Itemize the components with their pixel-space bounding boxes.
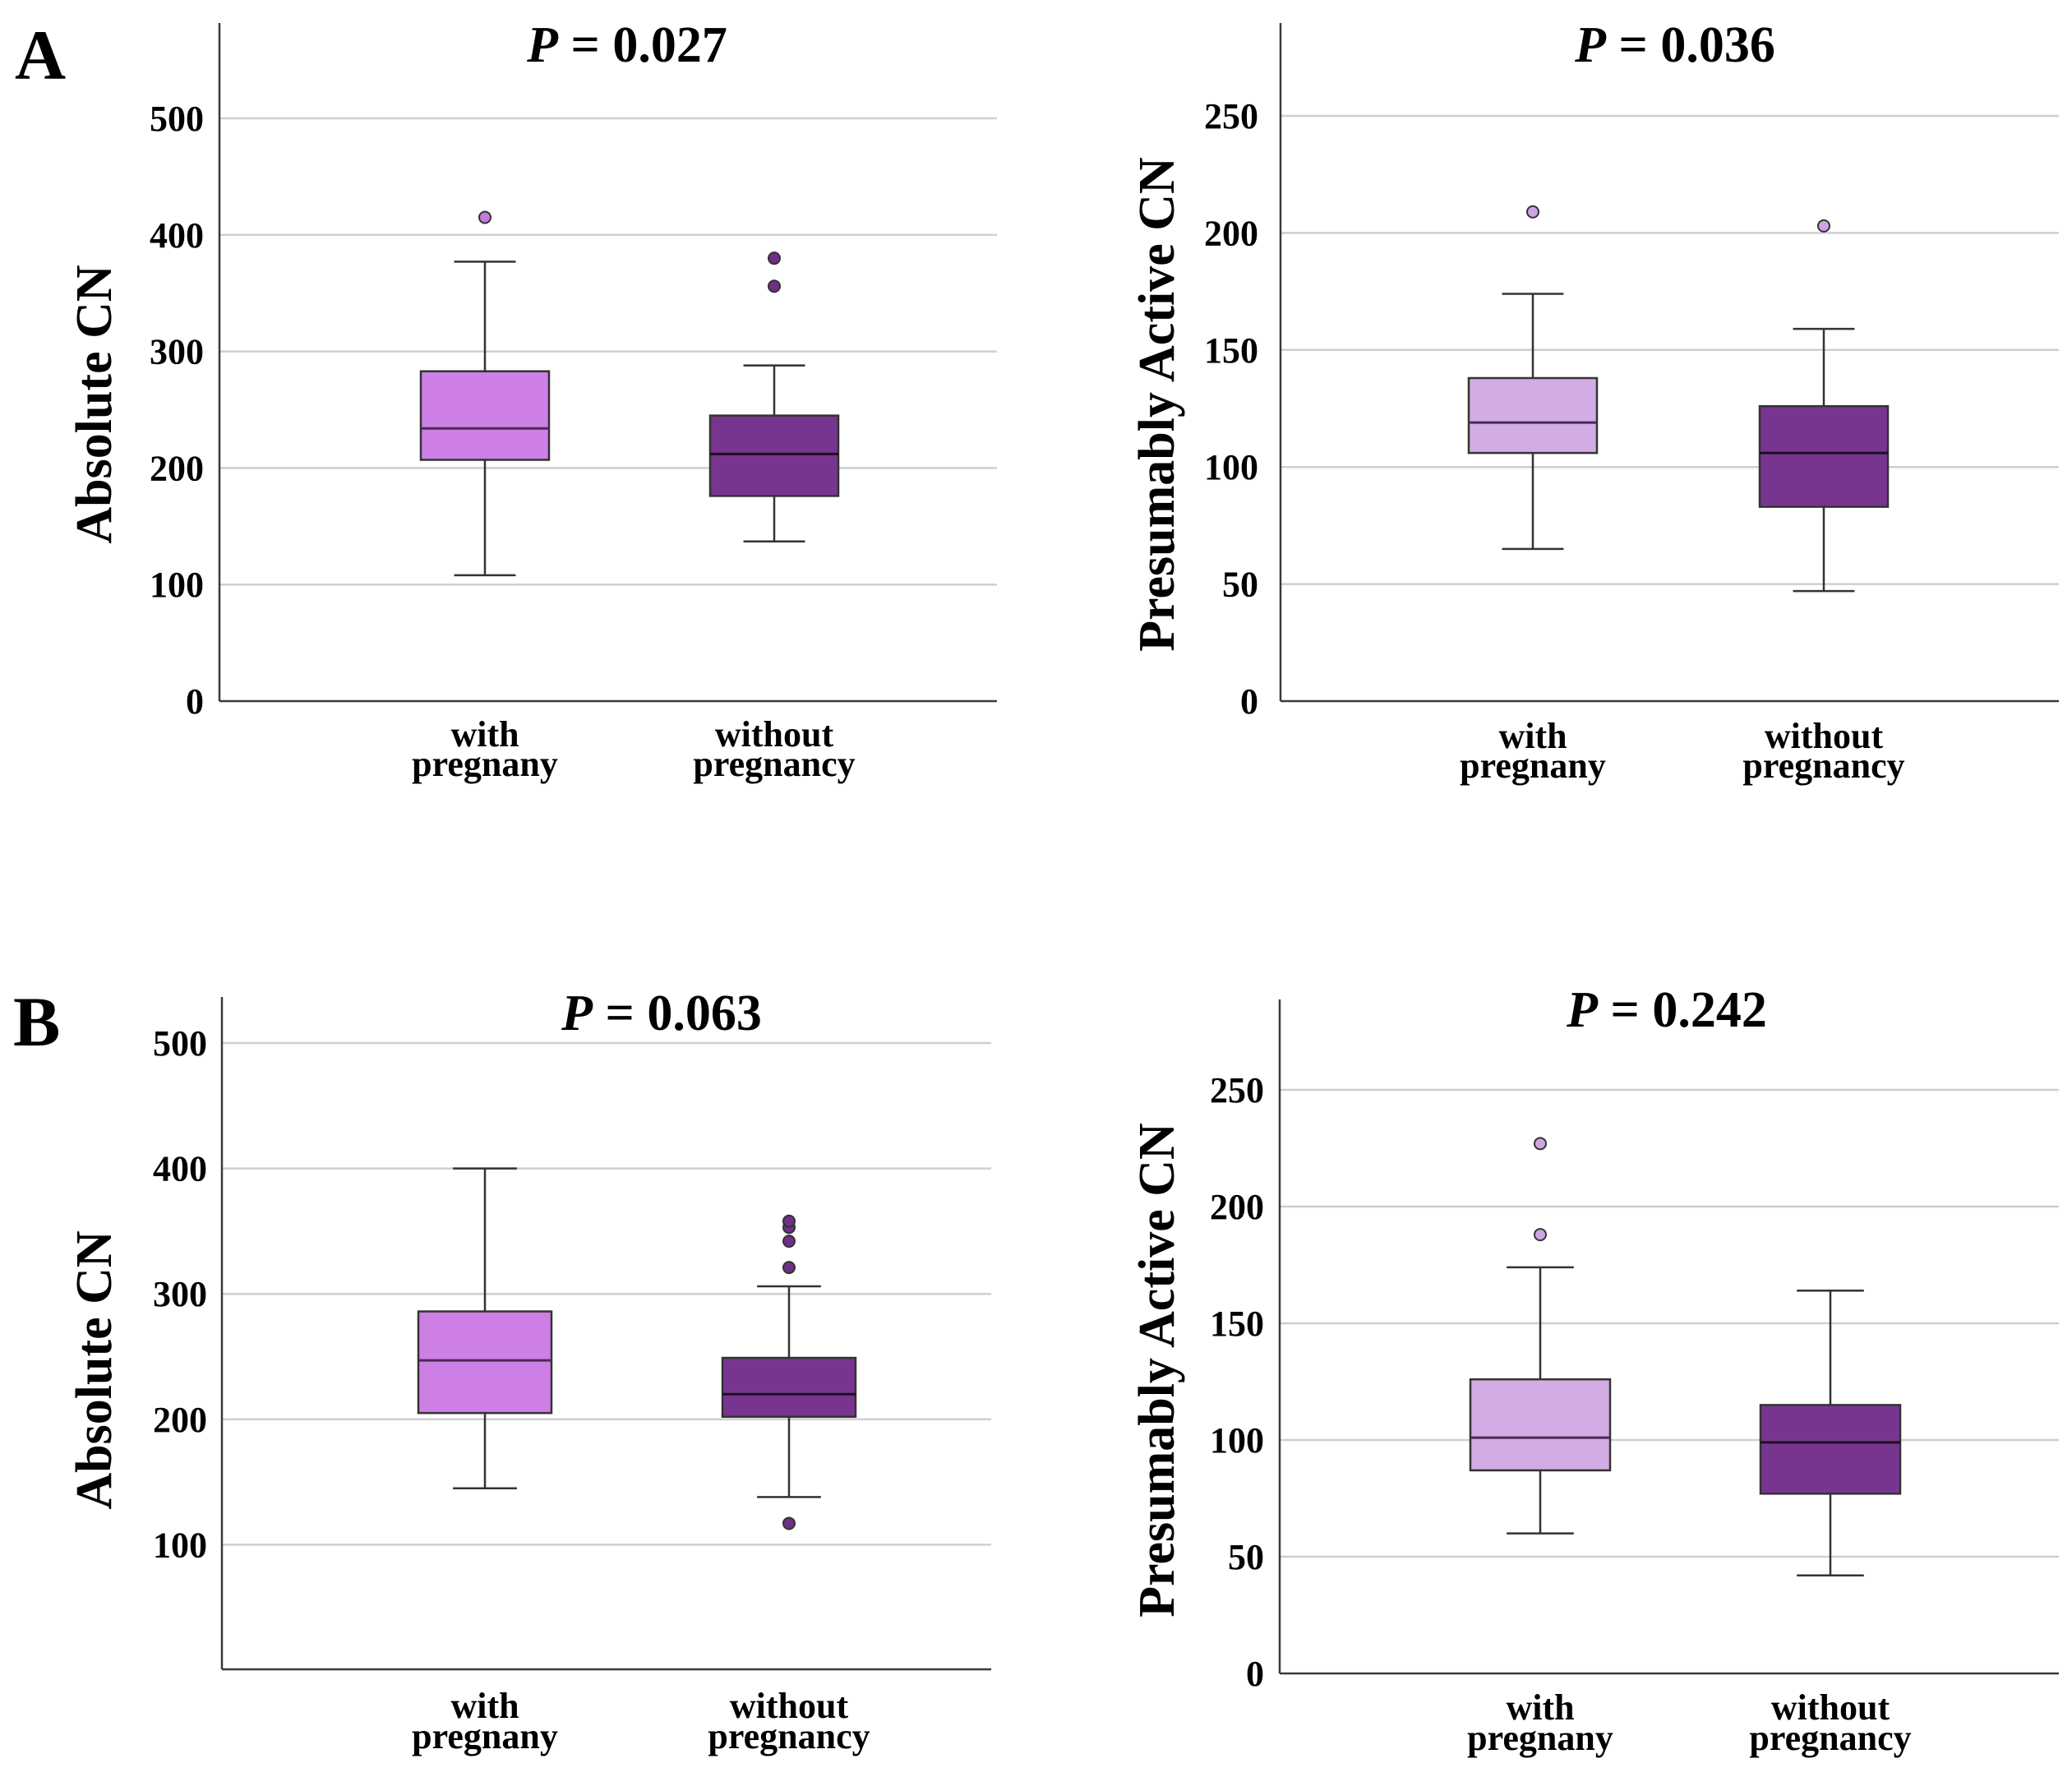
outlier-point bbox=[1534, 1137, 1547, 1151]
p-symbol-a-left: P bbox=[526, 17, 559, 73]
p-value-b-right: = 0.242 bbox=[1598, 982, 1767, 1038]
y-tick-label-b-right-250: 250 bbox=[1210, 1070, 1264, 1110]
iqr-box bbox=[1759, 1404, 1902, 1495]
y-tick-label-a-right-0: 0 bbox=[1240, 681, 1258, 722]
y-tick-label-b-right-50: 50 bbox=[1228, 1537, 1264, 1577]
outlier-point bbox=[1526, 205, 1539, 219]
outlier-point bbox=[478, 210, 491, 224]
x-category-label-a-left-1-line2: pregnancy bbox=[693, 744, 855, 784]
y-tick-label-a-right-150: 150 bbox=[1204, 330, 1258, 371]
x-category-label-a-right-1-line2: pregnancy bbox=[1742, 745, 1904, 786]
iqr-box bbox=[417, 1310, 553, 1415]
y-tick-label-a-left-500: 500 bbox=[150, 99, 204, 139]
iqr-box bbox=[1469, 1378, 1612, 1472]
y-tick-label-b-left-500: 500 bbox=[153, 1023, 207, 1064]
x-category-label-b-left-0-line2: pregnany bbox=[412, 1716, 558, 1756]
outlier-point bbox=[782, 1235, 796, 1249]
x-category-label-b-left-0-line1: with bbox=[450, 1686, 519, 1726]
y-tick-label-b-left-400: 400 bbox=[153, 1149, 207, 1189]
p-value-b-left: = 0.063 bbox=[593, 985, 762, 1041]
y-tick-label-b-right-200: 200 bbox=[1210, 1187, 1264, 1227]
box-group-b-left-1 bbox=[721, 1214, 857, 1530]
y-tick-label-b-right-0: 0 bbox=[1246, 1654, 1264, 1694]
x-category-label-b-right-0-line2: pregnany bbox=[1467, 1718, 1613, 1758]
y-tick-label-b-left-300: 300 bbox=[153, 1274, 207, 1314]
y-tick-label-a-left-300: 300 bbox=[150, 332, 204, 372]
y-axis-title-b-right: Presumably Active CN bbox=[1129, 1123, 1185, 1618]
y-tick-label-a-right-250: 250 bbox=[1204, 96, 1258, 136]
x-category-label-b-right-1-line2: pregnancy bbox=[1749, 1718, 1911, 1758]
p-value-title-b-left: P = 0.063 bbox=[561, 985, 762, 1041]
y-tick-label-a-left-100: 100 bbox=[150, 565, 204, 605]
x-category-label-b-right-1-line1: without bbox=[1771, 1687, 1890, 1728]
y-tick-label-a-left-400: 400 bbox=[150, 215, 204, 256]
chart-panel-a-right: 0 50 100 150 200 250 Presumably Active CN P = 0… bbox=[1129, 17, 2059, 786]
outlier-point bbox=[782, 1261, 796, 1275]
outlier-point bbox=[782, 1516, 796, 1530]
y-tick-label-b-left-200: 200 bbox=[153, 1400, 207, 1440]
x-category-label-b-left-1-line1: without bbox=[730, 1686, 849, 1726]
outlier-point bbox=[768, 252, 781, 265]
box-group-b-left-0 bbox=[417, 1167, 553, 1489]
box-group-b-right-1 bbox=[1759, 1289, 1902, 1576]
box-group-a-right-1 bbox=[1758, 219, 1890, 593]
iqr-box bbox=[1758, 404, 1890, 508]
chart-panel-a-left: 0 100 200 300 400 500 Absolute CN P = 0.027 with… bbox=[67, 17, 997, 784]
y-axis-title-b-left: Absolute CN bbox=[67, 1230, 122, 1509]
x-category-label-b-left-1-line2: pregnancy bbox=[708, 1716, 870, 1756]
x-category-label-a-right-0-line1: with bbox=[1498, 716, 1567, 756]
y-tick-label-b-right-150: 150 bbox=[1210, 1304, 1264, 1344]
outlier-point bbox=[1817, 219, 1830, 233]
y-tick-label-a-right-100: 100 bbox=[1204, 447, 1258, 487]
box-group-a-left-1 bbox=[708, 252, 840, 542]
box-group-b-right-0 bbox=[1469, 1137, 1612, 1535]
p-value-title-a-left: P = 0.027 bbox=[526, 17, 727, 73]
p-symbol-a-right: P bbox=[1574, 17, 1607, 73]
x-category-label-a-left-0-line2: pregnany bbox=[412, 744, 558, 784]
x-category-label-a-left-1-line1: without bbox=[715, 714, 834, 755]
iqr-box bbox=[721, 1356, 857, 1418]
panel-letter-b: B bbox=[13, 982, 60, 1061]
iqr-box bbox=[419, 370, 551, 461]
chart-panel-b-right: 0 50 100 150 200 250 Presumably Active CN P = 0… bbox=[1129, 982, 2059, 1758]
iqr-box bbox=[1467, 376, 1599, 455]
outlier-point bbox=[768, 279, 781, 293]
p-symbol-b-right: P bbox=[1566, 982, 1599, 1038]
outlier-point bbox=[782, 1214, 796, 1228]
p-value-a-right: = 0.036 bbox=[1606, 17, 1775, 73]
x-category-label-a-left-0-line1: with bbox=[450, 714, 519, 755]
p-value-title-b-right: P = 0.242 bbox=[1566, 982, 1767, 1038]
y-tick-label-a-left-0: 0 bbox=[186, 681, 204, 722]
p-symbol-b-left: P bbox=[561, 985, 593, 1041]
y-axis-title-a-right: Presumably Active CN bbox=[1129, 157, 1185, 652]
y-tick-label-b-left-100: 100 bbox=[153, 1525, 207, 1565]
y-tick-label-a-right-50: 50 bbox=[1222, 565, 1258, 605]
panel-letter-a: A bbox=[15, 16, 66, 95]
outlier-point bbox=[1534, 1228, 1547, 1242]
y-tick-label-b-right-100: 100 bbox=[1210, 1420, 1264, 1461]
iqr-box bbox=[708, 414, 840, 497]
x-category-label-a-right-1-line1: without bbox=[1765, 716, 1884, 756]
x-category-label-b-right-0-line1: with bbox=[1506, 1687, 1574, 1728]
y-axis-title-a-left: Absolute CN bbox=[67, 265, 122, 543]
x-category-label-a-right-0-line2: pregnany bbox=[1460, 745, 1606, 786]
y-tick-label-a-left-200: 200 bbox=[150, 448, 204, 488]
y-tick-label-a-right-200: 200 bbox=[1204, 213, 1258, 253]
p-value-a-left: = 0.027 bbox=[558, 17, 727, 73]
box-group-a-right-0 bbox=[1467, 205, 1599, 551]
box-group-a-left-0 bbox=[419, 210, 551, 577]
p-value-title-a-right: P = 0.036 bbox=[1574, 17, 1775, 73]
